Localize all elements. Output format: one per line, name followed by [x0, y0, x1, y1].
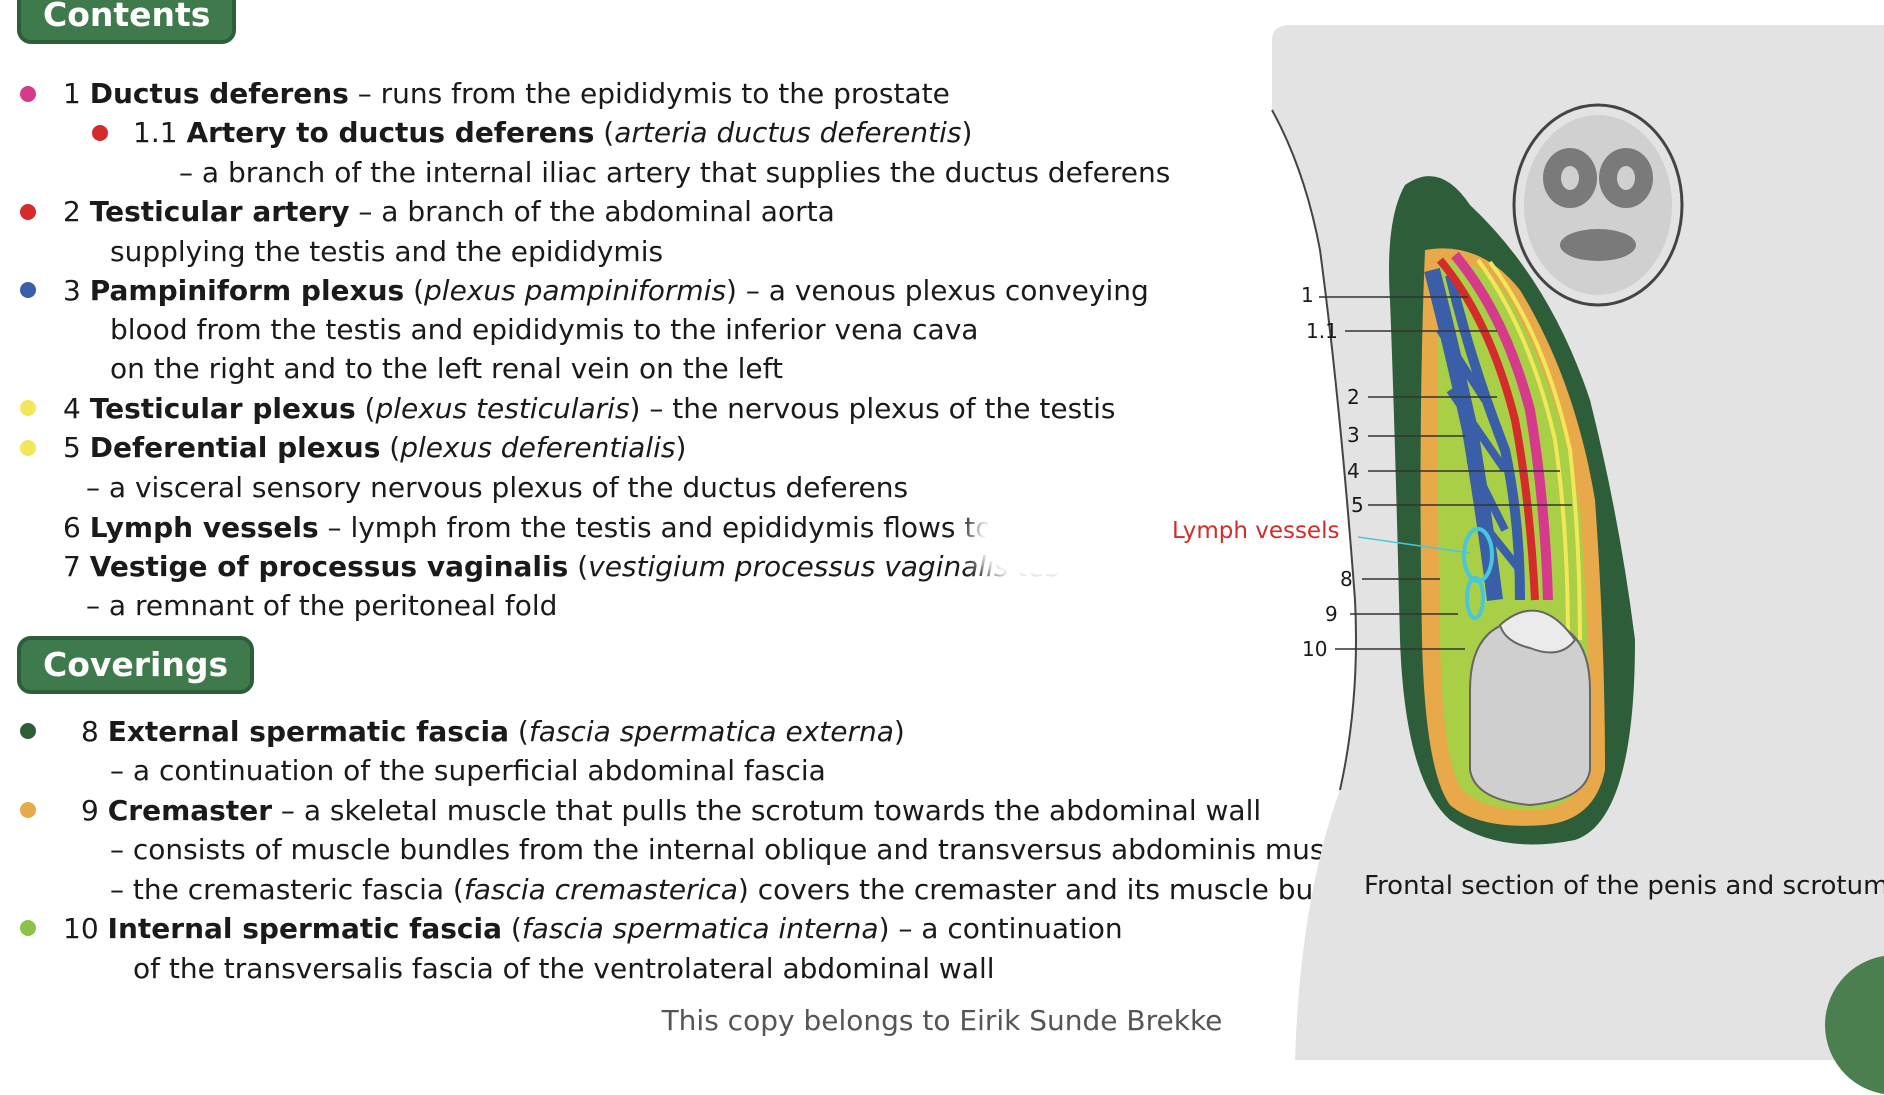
list-item-testicular-plexus: 4 Testicular plexus (plexus testicularis… [63, 392, 1116, 425]
bullet-testicular-artery [20, 204, 36, 220]
bullet-cremaster [20, 802, 36, 818]
contents-heading: Contents [17, 0, 237, 44]
list-item-pampiniform: 3 Pampiniform plexus (plexus pampiniform… [63, 274, 1149, 307]
list-item-deferential-plexus: 5 Deferential plexus (plexus deferential… [63, 431, 687, 464]
figure-label-9: 9 [1325, 602, 1338, 626]
figure-label-lymph-vessels: Lymph vessels [1172, 518, 1340, 544]
figure-label-1: 1 [1301, 283, 1314, 307]
list-item-artery-ductus-desc: – a branch of the internal iliac artery … [179, 156, 1171, 189]
list-item-pampiniform-desc2: on the right and to the left renal vein … [110, 352, 783, 385]
bullet-artery-ductus [92, 125, 108, 141]
list-item-external-fascia-desc: – a continuation of the superficial abdo… [110, 754, 826, 787]
list-item-lymph-vessels: 6 Lymph vessels – lymph from the testis … [63, 511, 1082, 544]
list-item-processus-vaginalis: 7 Vestige of processus vaginalis (vestig… [63, 550, 1061, 583]
bullet-deferential-plexus [20, 440, 36, 456]
scrotum-section-figure [1271, 25, 1884, 1060]
list-item-internal-fascia-desc: of the transversalis fascia of the ventr… [133, 952, 995, 985]
list-item-external-fascia: 8 External spermatic fascia (fascia sper… [81, 715, 905, 748]
list-item-deferential-plexus-desc: – a visceral sensory nervous plexus of t… [86, 471, 909, 504]
penis-section [1512, 103, 1684, 307]
bullet-ductus-deferens [20, 86, 36, 102]
list-item-cremaster-desc2: – the cremasteric fascia (fascia cremast… [110, 873, 1389, 906]
figure-label-8: 8 [1340, 567, 1353, 591]
leader-lines [1319, 296, 1572, 650]
list-item-ductus-deferens: 1 Ductus deferens – runs from the epidid… [63, 77, 950, 110]
list-item-pampiniform-desc1: blood from the testis and epididymis to … [110, 313, 979, 346]
list-item-artery-ductus: 1.1 Artery to ductus deferens (arteria d… [133, 116, 973, 149]
list-item-cremaster-desc1: – consists of muscle bundles from the in… [110, 833, 1380, 866]
figure-label-4: 4 [1347, 459, 1360, 483]
coverings-heading: Coverings [17, 636, 255, 694]
list-item-internal-fascia: 10 Internal spermatic fascia (fascia spe… [63, 912, 1123, 945]
figure-label-5: 5 [1351, 493, 1364, 517]
figure-label-1-1: 1.1 [1306, 319, 1338, 343]
bullet-pampiniform [20, 282, 36, 298]
figure-label-10: 10 [1302, 637, 1328, 661]
copy-owner-footer: This copy belongs to Eirik Sunde Brekke [661, 1004, 1223, 1037]
figure-label-3: 3 [1347, 423, 1360, 447]
bullet-testicular-plexus [20, 400, 36, 416]
figure-label-2: 2 [1347, 385, 1360, 409]
figure-caption: Frontal section of the penis and scrotum [1364, 871, 1884, 901]
bullet-external-fascia [20, 723, 36, 739]
list-item-testicular-artery: 2 Testicular artery – a branch of the ab… [63, 195, 835, 228]
bullet-internal-fascia [20, 920, 36, 936]
smudge-overlay [985, 503, 1200, 573]
list-item-cremaster: 9 Cremaster – a skeletal muscle that pul… [81, 794, 1262, 827]
list-item-processus-vaginalis-desc: – a remnant of the peritoneal fold [86, 589, 558, 622]
spermatic-cord [1389, 176, 1635, 845]
list-item-testicular-artery-desc: supplying the testis and the epididymis [110, 235, 664, 268]
